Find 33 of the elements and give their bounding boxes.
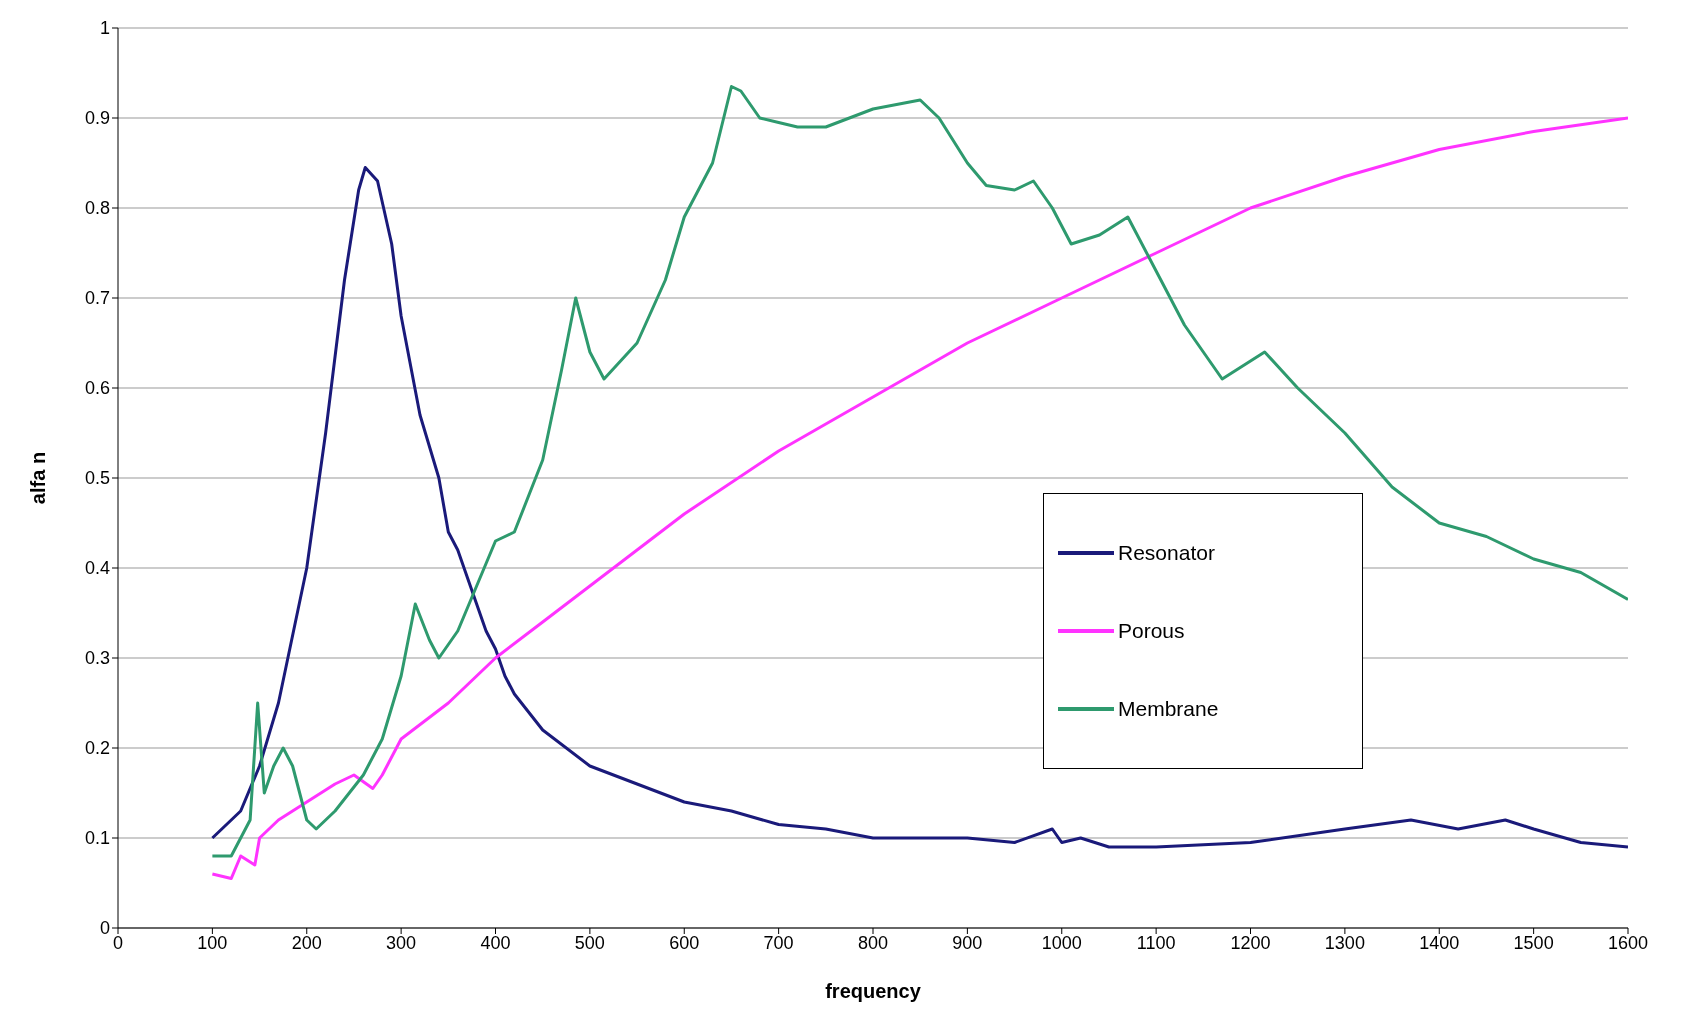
x-tick-label: 200 <box>291 932 322 953</box>
x-tick-label: 900 <box>952 932 983 953</box>
y-tick-label: 0 <box>99 918 110 939</box>
y-tick-label: 0.1 <box>84 828 110 849</box>
x-axis-title: frequency <box>825 980 922 1002</box>
y-tick-label: 0.9 <box>84 108 110 129</box>
x-tick-label: 1200 <box>1230 932 1271 953</box>
y-tick-label: 1 <box>99 18 110 39</box>
y-tick-label: 0.4 <box>84 558 110 579</box>
x-tick-label: 800 <box>857 932 889 953</box>
x-tick-label: 300 <box>386 932 417 953</box>
x-tick-label: 600 <box>669 932 700 953</box>
x-tick-label: 400 <box>480 932 511 953</box>
x-tick-label: 1400 <box>1419 932 1460 953</box>
y-tick-label: 0.2 <box>84 738 110 759</box>
x-tick-label: 500 <box>574 932 605 953</box>
x-tick-label: 1300 <box>1324 932 1365 953</box>
y-tick-label: 0.3 <box>84 648 110 669</box>
y-tick-label: 0.8 <box>84 198 110 219</box>
y-axis-title: alfa n <box>27 451 50 505</box>
x-tick-label: 1600 <box>1607 932 1649 953</box>
y-tick-label: 0.6 <box>84 378 110 399</box>
x-tick-label: 1500 <box>1513 932 1554 953</box>
legend-label: Porous <box>1118 619 1185 643</box>
x-tick-label: 1100 <box>1136 932 1176 953</box>
legend-label: Resonator <box>1118 541 1215 565</box>
legend-label: Membrane <box>1118 697 1219 721</box>
y-tick-label: 0.7 <box>84 288 110 309</box>
x-tick-label: 1000 <box>1041 932 1082 953</box>
x-tick-label: 100 <box>197 932 228 953</box>
x-tick-label: 0 <box>112 932 124 953</box>
x-tick-label: 700 <box>763 932 794 953</box>
y-tick-label: 0.5 <box>84 468 110 489</box>
